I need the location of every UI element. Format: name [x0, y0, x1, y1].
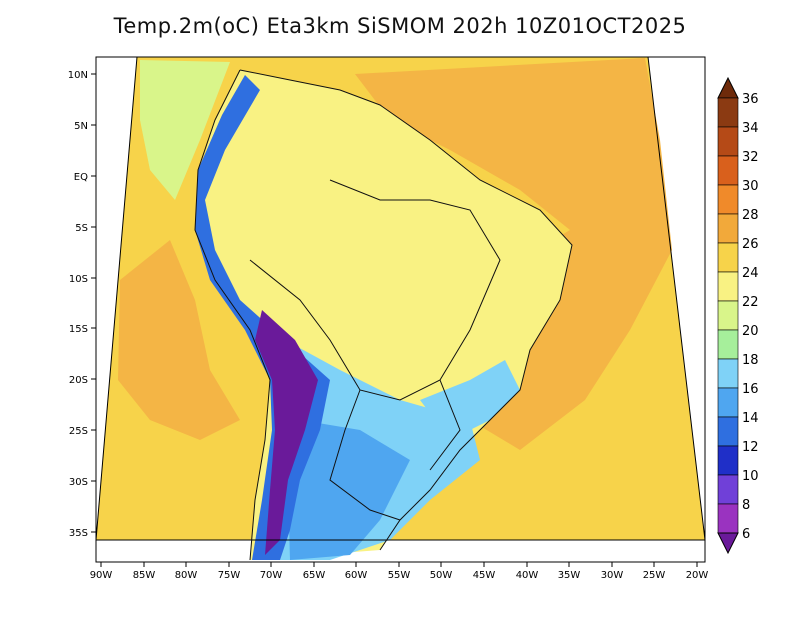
- lon-tick: 75W: [218, 562, 241, 581]
- lat-label: 35S: [69, 528, 88, 539]
- lat-label: 10S: [69, 274, 88, 285]
- lon-label: 60W: [345, 570, 368, 581]
- lon-label: 75W: [218, 570, 241, 581]
- cool-pacific: [140, 60, 230, 200]
- colorbar-swatch: [717, 242, 739, 273]
- lon-tick: 90W: [90, 562, 113, 581]
- lon-label: 65W: [303, 570, 326, 581]
- colorbar-swatch: [717, 503, 739, 534]
- country-borders: [194, 69, 573, 561]
- lon-tick: 40W: [516, 562, 539, 581]
- warm-ocean-east: [355, 58, 672, 450]
- lon-tick: 60W: [345, 562, 368, 581]
- colorbar-label: 12: [742, 440, 759, 455]
- colorbar-label: 34: [742, 121, 759, 136]
- lat-label: 5S: [75, 223, 88, 234]
- lon-label: 45W: [473, 570, 496, 581]
- colorbar-label: 14: [742, 411, 759, 426]
- lat-tick: 5S: [75, 223, 96, 234]
- south-colder: [288, 420, 410, 560]
- lat-tick: 10S: [69, 274, 96, 285]
- lon-tick: 45W: [473, 562, 496, 581]
- lat-tick: 5N: [74, 121, 96, 132]
- lat-tick: 20S: [69, 375, 96, 386]
- temperature-field: [96, 57, 705, 560]
- warm-ocean-west: [118, 240, 240, 440]
- colorbar-swatch: [717, 445, 739, 476]
- lat-label: 30S: [69, 477, 88, 488]
- lon-tick: 35W: [558, 562, 581, 581]
- colorbar-label: 30: [742, 179, 759, 194]
- colorbar-label: 10: [742, 469, 759, 484]
- colorbar-label: 18: [742, 353, 759, 368]
- lat-label: EQ: [74, 172, 88, 183]
- lon-label: 90W: [90, 570, 113, 581]
- colorbar-label: 8: [742, 498, 750, 513]
- lat-label: 20S: [69, 375, 88, 386]
- colorbar-swatch: [717, 474, 739, 505]
- lon-label: 40W: [516, 570, 539, 581]
- lat-tick: EQ: [74, 172, 96, 183]
- lon-tick: 70W: [260, 562, 283, 581]
- colorbar-max-arrow: [717, 76, 739, 99]
- lon-label: 25W: [643, 570, 666, 581]
- lon-label: 20W: [686, 570, 709, 581]
- lon-tick: 20W: [686, 562, 709, 581]
- lat-label: 10N: [68, 70, 88, 81]
- lat-tick: 15S: [69, 324, 96, 335]
- lon-tick: 25W: [643, 562, 666, 581]
- andes-coldest: [255, 310, 318, 555]
- colorbar-swatch: [717, 97, 739, 128]
- latitude-axis: 10N 5N EQ 5S 10S 15S 20S 25S 30S 35S: [68, 70, 96, 539]
- colorbar-label: 16: [742, 382, 759, 397]
- lat-label: 5N: [74, 121, 88, 132]
- colorbar-swatch: [717, 184, 739, 215]
- colorbar-swatch: [717, 387, 739, 418]
- colorbar-swatch: [717, 126, 739, 157]
- lon-tick: 65W: [303, 562, 326, 581]
- colorbar-label: 6: [742, 527, 750, 542]
- lat-tick: 30S: [69, 477, 96, 488]
- colorbar-swatch: [717, 213, 739, 244]
- lon-label: 30W: [601, 570, 624, 581]
- lon-label: 85W: [133, 570, 156, 581]
- colorbar-label: 24: [742, 266, 759, 281]
- longitude-axis: 90W 85W 80W 75W 70W 65W 60W 55W 50W 45W …: [90, 562, 709, 581]
- lat-label: 15S: [69, 324, 88, 335]
- lon-tick: 85W: [133, 562, 156, 581]
- lat-tick: 10N: [68, 70, 96, 81]
- lon-label: 50W: [430, 570, 453, 581]
- map-title: Temp.2m(oC) Eta3km SiSMOM 202h 10Z01OCT2…: [113, 14, 687, 38]
- lon-tick: 30W: [601, 562, 624, 581]
- se-brazil-cool: [420, 360, 520, 440]
- lon-label: 35W: [558, 570, 581, 581]
- colorbar-min-arrow: [717, 532, 739, 555]
- colorbar-swatch: [717, 329, 739, 360]
- colorbar-label: 26: [742, 237, 759, 252]
- colorbar: 36 34 32 30 28 26 24 22 20 18 16 14 12 10 8 6: [717, 76, 759, 555]
- colorbar-label: 22: [742, 295, 759, 310]
- lon-label: 55W: [388, 570, 411, 581]
- lon-tick: 80W: [175, 562, 198, 581]
- axis-box: [95, 56, 706, 563]
- colorbar-swatch: [717, 155, 739, 186]
- lon-label: 80W: [175, 570, 198, 581]
- colorbar-label: 28: [742, 208, 759, 223]
- lon-tick: 50W: [430, 562, 453, 581]
- colorbar-swatch: [717, 358, 739, 389]
- colorbar-label: 36: [742, 92, 759, 107]
- lat-tick: 35S: [69, 528, 96, 539]
- colorbar-swatch: [717, 300, 739, 331]
- lon-label: 70W: [260, 570, 283, 581]
- colorbar-label: 20: [742, 324, 759, 339]
- lat-label: 25S: [69, 426, 88, 437]
- lat-tick: 25S: [69, 426, 96, 437]
- colorbar-swatch: [717, 271, 739, 302]
- colorbar-label: 32: [742, 150, 759, 165]
- colorbar-swatch: [717, 416, 739, 447]
- lon-tick: 55W: [388, 562, 411, 581]
